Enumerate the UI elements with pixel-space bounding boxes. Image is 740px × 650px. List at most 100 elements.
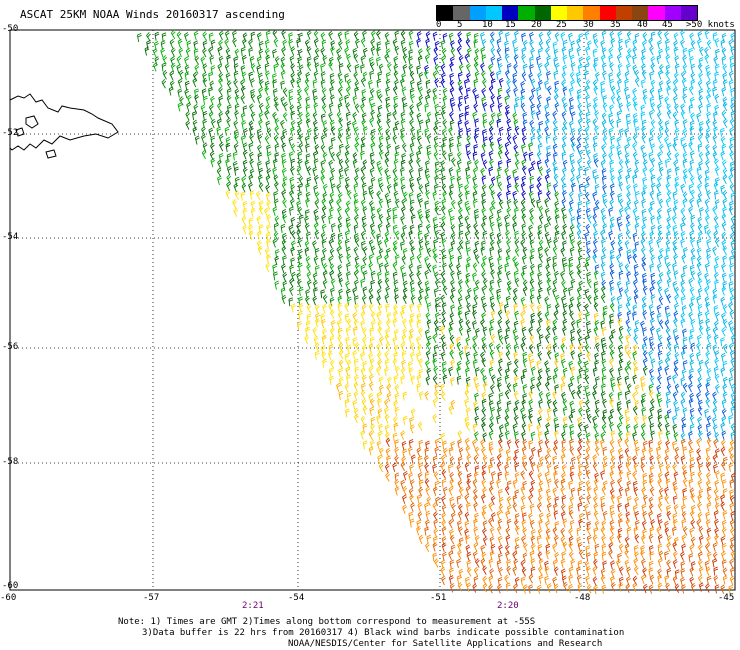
wind-barb [593,103,598,113]
wind-barb [264,80,270,90]
wind-barb [497,63,503,73]
wind-barb [240,85,246,96]
wind-barb [640,104,646,114]
wind-barb [626,102,632,112]
wind-barb [208,87,213,97]
wind-barb [186,102,192,112]
wind-barb [232,37,237,48]
wind-barb [624,78,630,88]
wind-barb [209,80,215,90]
wind-barb [721,32,727,43]
wind-barb [657,70,663,80]
wind-barb [682,86,688,96]
wind-barb [706,39,712,50]
wind-barb [568,97,574,107]
wind-barb [537,71,542,82]
wind-barb [234,103,240,113]
wind-barb [490,46,496,57]
wind-barb [153,62,158,72]
wind-barb [521,54,526,64]
wind-barb [600,80,605,90]
wind-barb [337,55,342,65]
wind-barb [394,30,400,40]
wind-barb [488,63,493,74]
legend-tick: 25 [556,20,567,30]
wind-barb [400,78,405,88]
wind-barb [649,87,655,98]
wind-barb [496,47,502,57]
wind-barb [161,79,167,89]
wind-barb [224,63,230,73]
wind-barb [522,40,528,50]
wind-barb [354,86,359,97]
wind-barb [442,95,448,106]
note-line-3: NOAA/NESDIS/Center for Satellite Applica… [288,639,603,649]
wind-barb [370,61,375,71]
wind-barb [465,38,471,48]
wind-barb [554,102,560,112]
wind-barb [530,47,536,58]
longitude-label: -57 [143,593,160,603]
wind-barb [240,94,246,105]
wind-barb [617,30,623,41]
wind-barbs [137,29,736,595]
wind-barb [608,72,614,82]
wind-barb [656,54,662,65]
wind-barb [600,88,606,98]
wind-barb [602,70,607,81]
wind-barb [497,56,502,66]
wind-barb [464,79,469,89]
wind-barb [538,31,544,42]
wind-barb [720,39,726,49]
legend-tick: >50 knots [686,20,735,30]
wind-barb [674,55,680,65]
map-title: ASCAT 25KM NOAA Winds 20160317 ascending [20,8,285,21]
wind-barb [330,46,335,56]
wind-barb [426,45,431,56]
wind-barb [553,70,559,80]
wind-barb [544,62,549,72]
wind-barb [320,113,326,123]
wind-barb [481,96,487,106]
wind-barb [650,79,656,90]
wind-barb [344,30,350,40]
wind-barb [632,95,638,106]
wind-barb [258,79,264,89]
wind-barb [385,72,391,82]
wind-barb [728,39,734,49]
wind-barb [536,55,541,66]
wind-barb [434,78,440,88]
wind-barb [688,104,694,114]
wind-barb [210,65,216,75]
wind-barb [706,103,712,113]
wind-barb [441,55,446,65]
wind-barb [192,111,197,121]
wind-barb [320,63,325,73]
wind-barb [584,85,590,96]
wind-barb [305,71,311,82]
wind-barb [408,49,414,59]
wind-barb [440,63,446,74]
wind-barb [320,71,326,81]
wind-barb [361,96,367,106]
wind-barb [467,47,472,57]
legend-swatch [469,6,486,20]
legend-swatch [437,6,454,20]
wind-barb [210,95,215,106]
wind-barb [625,53,631,64]
wind-barb [184,88,190,99]
wind-barb [320,47,326,57]
wind-barb [273,96,279,106]
wind-barb [282,112,288,122]
wind-barb [170,47,176,57]
wind-barb [249,103,254,113]
wind-barb [697,80,703,90]
wind-barb [226,95,232,105]
wind-barb [385,86,391,97]
wind-barb [290,46,296,56]
wind-barb [529,31,534,42]
wind-barb [416,65,421,75]
wind-barb [290,72,296,82]
wind-barb [371,30,376,40]
wind-barb [650,102,656,112]
